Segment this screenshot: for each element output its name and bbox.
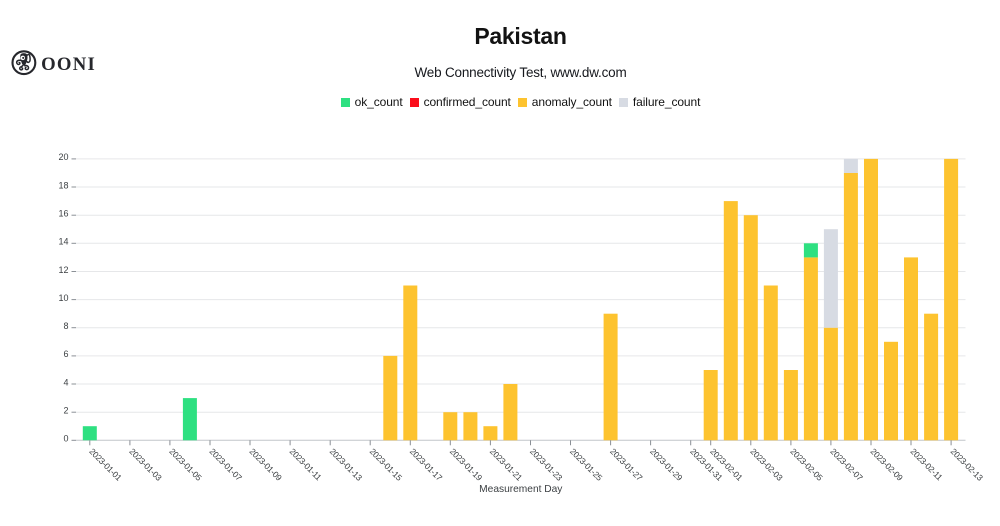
svg-text:Measurement Day: Measurement Day [479,484,563,495]
svg-text:2023-01-15: 2023-01-15 [368,446,405,483]
svg-text:2023-01-23: 2023-01-23 [528,446,565,483]
svg-text:14: 14 [58,237,68,247]
svg-text:2023-01-13: 2023-01-13 [328,446,365,483]
svg-text:4: 4 [63,377,68,387]
svg-text:2023-01-29: 2023-01-29 [648,446,685,483]
svg-text:2023-01-21: 2023-01-21 [488,446,525,483]
svg-text:2023-01-19: 2023-01-19 [448,446,485,483]
svg-text:2023-01-11: 2023-01-11 [288,446,324,482]
svg-text:2: 2 [63,406,68,416]
svg-text:2023-01-03: 2023-01-03 [127,446,164,483]
svg-text:2023-02-05: 2023-02-05 [788,446,825,483]
svg-text:2023-01-01: 2023-01-01 [87,446,124,483]
svg-text:2023-02-07: 2023-02-07 [828,446,865,483]
svg-text:2023-02-11: 2023-02-11 [908,446,944,482]
svg-text:2023-01-27: 2023-01-27 [608,446,645,483]
svg-text:12: 12 [58,265,68,275]
svg-text:2023-02-03: 2023-02-03 [748,446,785,483]
svg-text:OONI: OONI [41,54,96,75]
svg-text:2023-01-09: 2023-01-09 [247,446,284,483]
svg-text:2023-01-07: 2023-01-07 [207,446,244,483]
svg-text:6: 6 [63,349,68,359]
svg-text:2023-01-17: 2023-01-17 [408,446,445,483]
svg-text:0: 0 [63,434,68,444]
svg-text:2023-02-09: 2023-02-09 [868,446,905,483]
svg-text:20: 20 [58,152,68,162]
svg-text:2023-02-13: 2023-02-13 [949,446,986,483]
svg-text:16: 16 [58,209,68,219]
svg-text:2023-01-25: 2023-01-25 [568,446,605,483]
svg-text:10: 10 [58,293,68,303]
svg-text:18: 18 [58,180,68,190]
svg-text:2023-01-05: 2023-01-05 [167,446,204,483]
svg-text:8: 8 [63,321,68,331]
